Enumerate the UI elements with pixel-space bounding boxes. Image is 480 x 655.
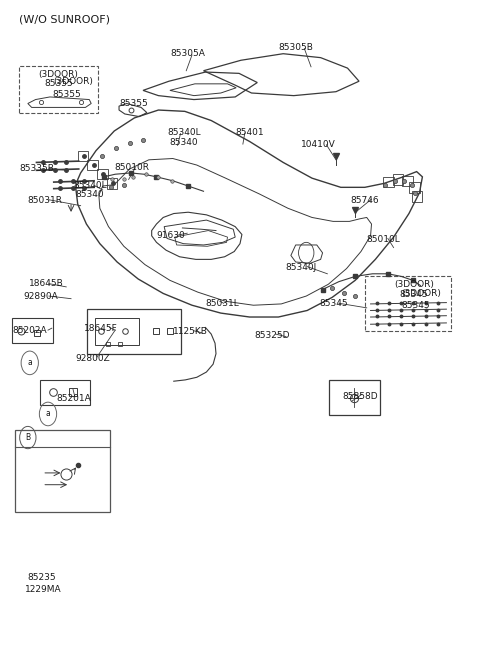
Text: 85340L: 85340L bbox=[167, 128, 201, 137]
Text: a: a bbox=[27, 358, 32, 367]
Text: 85325D: 85325D bbox=[254, 331, 290, 340]
Bar bbox=[383, 177, 394, 187]
Bar bbox=[412, 191, 422, 202]
Bar bbox=[15, 430, 110, 512]
Text: 85010L: 85010L bbox=[366, 235, 400, 244]
Text: 85401: 85401 bbox=[235, 128, 264, 137]
Bar bbox=[329, 380, 380, 415]
Text: 18645B: 18645B bbox=[29, 279, 63, 288]
Text: 85235: 85235 bbox=[27, 573, 56, 582]
Text: (3DOOR): (3DOOR) bbox=[38, 69, 79, 79]
Text: 85355: 85355 bbox=[44, 79, 73, 88]
Text: (3DOOR): (3DOOR) bbox=[394, 280, 434, 289]
Text: 85340L: 85340L bbox=[73, 181, 107, 190]
Bar bbox=[107, 178, 117, 189]
Text: 18645F: 18645F bbox=[84, 324, 118, 333]
Text: 85340J: 85340J bbox=[285, 263, 316, 272]
Text: 85202A: 85202A bbox=[12, 326, 47, 335]
Text: 85031L: 85031L bbox=[205, 299, 239, 309]
Text: 10410V: 10410V bbox=[300, 140, 335, 149]
Text: (3DOOR): (3DOOR) bbox=[401, 289, 441, 298]
Text: 85201A: 85201A bbox=[56, 394, 91, 403]
Text: 1229MA: 1229MA bbox=[25, 585, 61, 594]
Text: (3DOOR): (3DOOR) bbox=[53, 77, 93, 86]
Text: 85335B: 85335B bbox=[19, 164, 54, 174]
Text: a: a bbox=[46, 409, 50, 419]
Text: 85340: 85340 bbox=[75, 190, 104, 199]
Text: 85858D: 85858D bbox=[343, 392, 378, 402]
Bar bbox=[78, 151, 88, 161]
Bar bbox=[365, 276, 451, 331]
Bar bbox=[87, 160, 98, 170]
Text: 85010R: 85010R bbox=[114, 163, 149, 172]
Bar bbox=[393, 174, 403, 185]
Bar bbox=[19, 66, 98, 113]
Bar bbox=[12, 318, 53, 343]
Text: 92800Z: 92800Z bbox=[76, 354, 110, 363]
Text: 91630: 91630 bbox=[156, 231, 185, 240]
Text: (W/O SUNROOF): (W/O SUNROOF) bbox=[19, 14, 110, 25]
Bar bbox=[40, 380, 90, 405]
Text: 92890A: 92890A bbox=[23, 291, 58, 301]
Text: 85031R: 85031R bbox=[28, 196, 63, 205]
Bar bbox=[402, 176, 413, 186]
Text: 85305A: 85305A bbox=[170, 49, 205, 58]
Text: 85746: 85746 bbox=[350, 196, 379, 205]
Bar bbox=[97, 169, 108, 179]
Bar bbox=[409, 182, 420, 193]
Bar bbox=[87, 309, 181, 354]
Text: 85345: 85345 bbox=[399, 290, 428, 299]
Bar bbox=[95, 318, 139, 345]
Text: B: B bbox=[25, 433, 30, 442]
Text: 85340: 85340 bbox=[169, 138, 198, 147]
Text: 85355: 85355 bbox=[53, 90, 82, 99]
Text: 85345: 85345 bbox=[319, 299, 348, 309]
Text: 85345: 85345 bbox=[401, 301, 430, 310]
Text: 85355: 85355 bbox=[119, 99, 148, 108]
Text: 1125KB: 1125KB bbox=[173, 327, 208, 336]
Text: 85305B: 85305B bbox=[278, 43, 313, 52]
